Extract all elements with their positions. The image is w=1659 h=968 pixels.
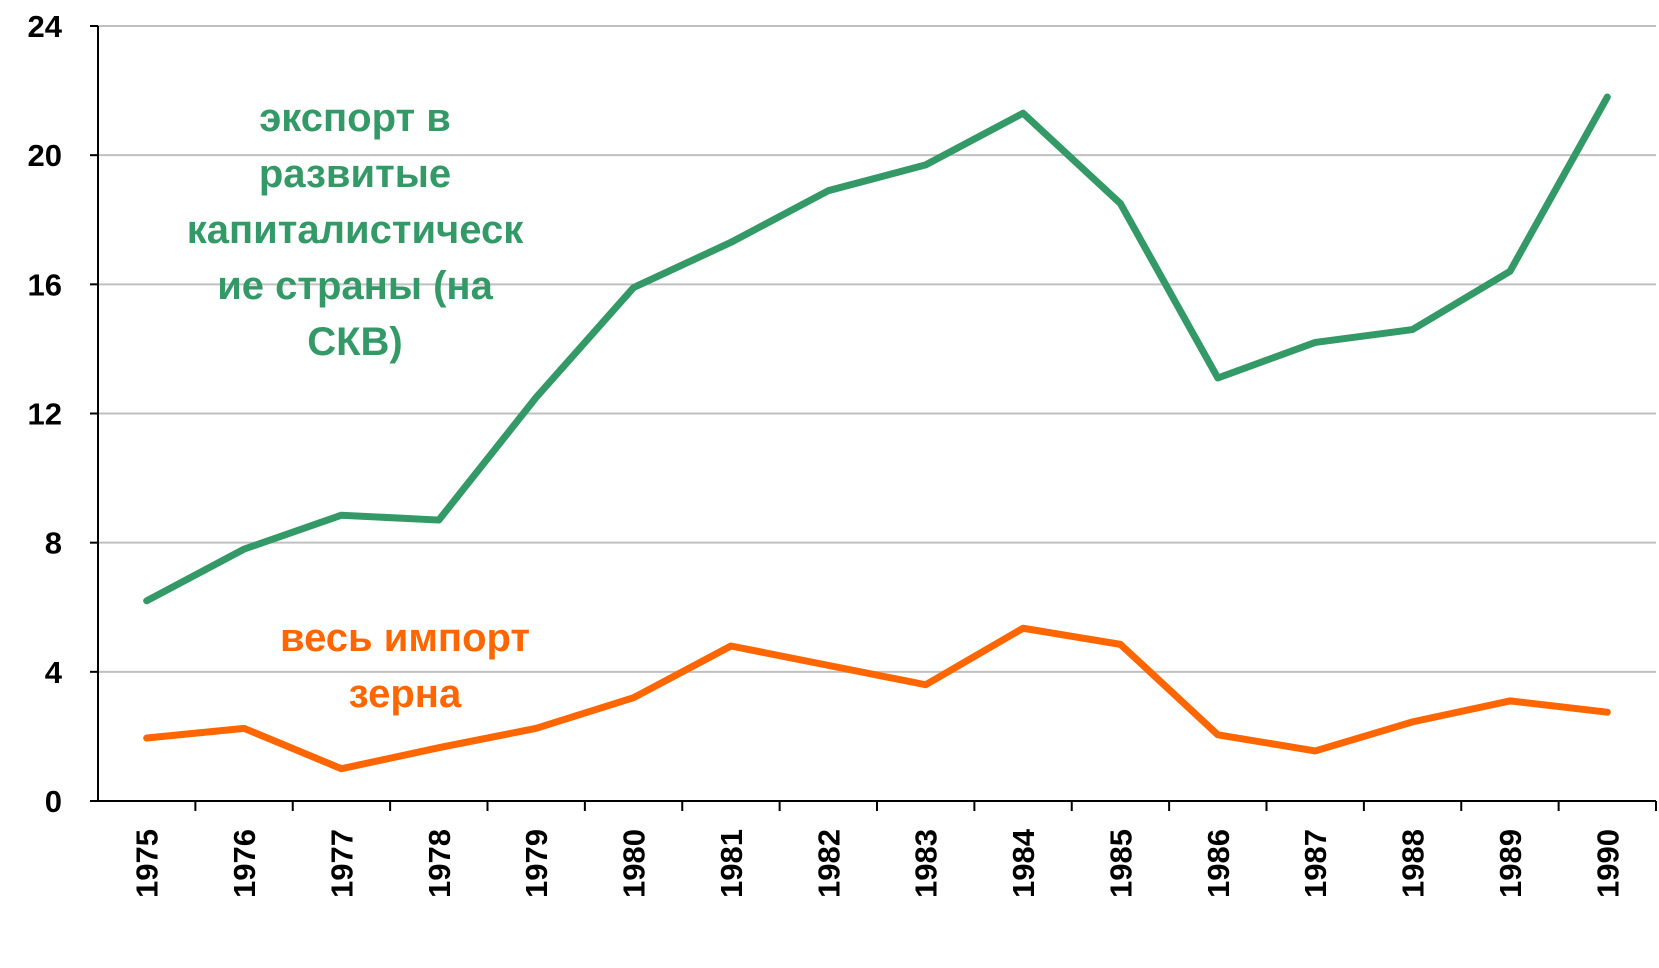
y-tick-label: 0 — [45, 784, 62, 819]
y-tick-label: 4 — [45, 655, 63, 690]
x-tick-label: 1979 — [519, 829, 554, 898]
x-tick-label: 1978 — [422, 829, 457, 898]
x-tick-label: 1975 — [130, 829, 165, 898]
x-tick-label: 1977 — [324, 829, 359, 898]
x-tick-label: 1988 — [1396, 829, 1431, 898]
y-tick-label: 8 — [45, 526, 62, 561]
x-tick-label: 1976 — [227, 829, 262, 898]
series-line — [143, 624, 1611, 773]
x-tick-label: 1985 — [1103, 829, 1138, 898]
x-tick-label: 1990 — [1590, 829, 1625, 898]
series-line — [143, 93, 1611, 605]
y-tick-label: 20 — [28, 138, 62, 173]
x-tick-label: 1982 — [811, 829, 846, 898]
x-tick-label: 1987 — [1298, 829, 1333, 898]
y-tick-label: 24 — [28, 9, 63, 44]
x-tick-label: 1986 — [1201, 829, 1236, 898]
x-tick-label: 1984 — [1006, 828, 1041, 898]
y-tick-label: 12 — [28, 397, 62, 432]
x-tick-label: 1981 — [714, 829, 749, 898]
x-tick-label: 1980 — [617, 829, 652, 898]
x-tick-label: 1983 — [909, 829, 944, 898]
y-tick-label: 16 — [28, 267, 62, 302]
x-tick-label: 1989 — [1493, 829, 1528, 898]
series-label: весь импорт зерна — [280, 616, 530, 716]
series-label: экспорт в развитые капиталистические стр… — [186, 96, 524, 364]
